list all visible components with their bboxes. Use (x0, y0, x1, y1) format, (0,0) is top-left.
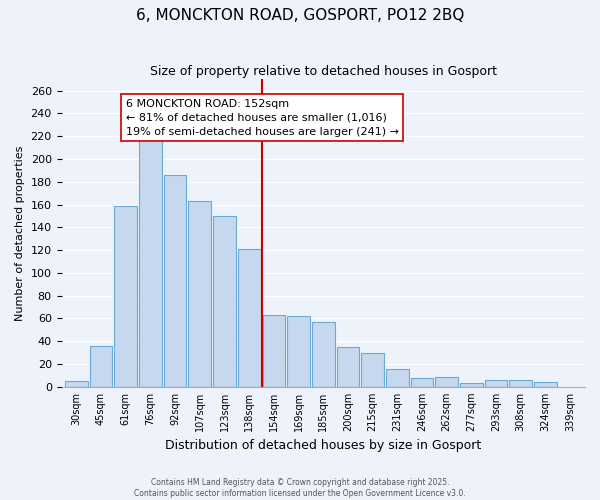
Bar (213, 216, 236, 387)
Bar (188, 201, 211, 387)
Bar (386, 368, 409, 387)
Bar (139, 138, 162, 387)
Bar (65, 381, 88, 387)
Bar (534, 382, 557, 387)
Bar (89, 346, 112, 387)
Bar (312, 322, 335, 387)
Bar (164, 175, 187, 387)
Bar (361, 352, 384, 387)
Bar (238, 249, 260, 387)
Title: Size of property relative to detached houses in Gosport: Size of property relative to detached ho… (150, 65, 497, 78)
Bar (436, 376, 458, 387)
Bar (287, 316, 310, 387)
Text: Contains HM Land Registry data © Crown copyright and database right 2025.
Contai: Contains HM Land Registry data © Crown c… (134, 478, 466, 498)
Bar (337, 347, 359, 387)
Text: 6, MONCKTON ROAD, GOSPORT, PO12 2BQ: 6, MONCKTON ROAD, GOSPORT, PO12 2BQ (136, 8, 464, 22)
Bar (115, 206, 137, 387)
Bar (263, 315, 285, 387)
Bar (460, 384, 483, 387)
Text: 6 MONCKTON ROAD: 152sqm
← 81% of detached houses are smaller (1,016)
19% of semi: 6 MONCKTON ROAD: 152sqm ← 81% of detache… (126, 98, 399, 136)
X-axis label: Distribution of detached houses by size in Gosport: Distribution of detached houses by size … (165, 440, 481, 452)
Y-axis label: Number of detached properties: Number of detached properties (15, 146, 25, 320)
Bar (509, 380, 532, 387)
Bar (410, 378, 433, 387)
Bar (485, 380, 508, 387)
